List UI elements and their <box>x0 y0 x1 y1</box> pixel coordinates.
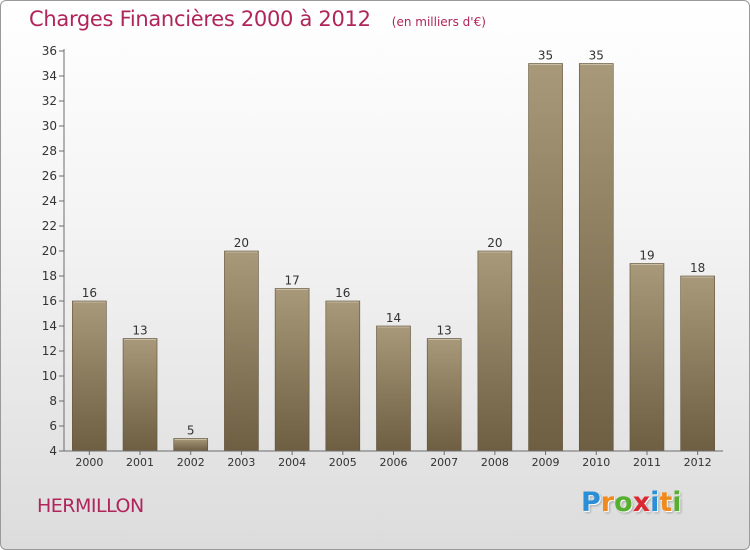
y-tick-label: 28 <box>42 144 57 158</box>
bar-2005[interactable] <box>325 300 361 452</box>
bar-2011[interactable] <box>629 263 665 452</box>
value-label: 19 <box>639 249 654 263</box>
x-tick-label: 2008 <box>481 456 509 469</box>
x-tick-label: 2004 <box>278 456 306 469</box>
value-label: 18 <box>690 261 705 275</box>
x-tick-label: 2011 <box>633 456 661 469</box>
bar-2003[interactable] <box>224 250 259 452</box>
y-tick-label: 32 <box>42 94 57 108</box>
bar-2002[interactable] <box>173 438 209 452</box>
value-label: 13 <box>437 324 452 338</box>
y-tick-label: 34 <box>42 69 57 83</box>
x-tick-label: 2002 <box>177 456 205 469</box>
y-tick-label: 14 <box>42 319 57 333</box>
logo-letter: P <box>581 487 601 518</box>
logo-letter: x <box>632 487 651 518</box>
x-tick-label: 2007 <box>430 456 458 469</box>
y-tick-label: 10 <box>42 369 57 383</box>
x-tick-label: 2003 <box>227 456 255 469</box>
chart-subtitle: (en milliers d'€) <box>391 15 486 29</box>
value-label: 35 <box>538 49 553 63</box>
bars: 16 13 5 20 17 16 14 13 20 35 35 19 18 <box>72 49 715 452</box>
y-tick-label: 26 <box>42 169 57 183</box>
x-tick-label: 2000 <box>75 456 103 469</box>
y-tick-label: 24 <box>42 194 57 208</box>
value-label: 17 <box>284 274 299 288</box>
chart-title: Charges Financières 2000 à 2012 <box>29 7 371 31</box>
y-tick-label: 12 <box>42 344 57 358</box>
logo-letter: t <box>659 487 673 518</box>
y-tick-label: 4 <box>49 444 57 458</box>
bar-2012[interactable] <box>680 275 715 452</box>
logo-letter: r <box>600 487 615 518</box>
bar-2009[interactable] <box>528 63 563 452</box>
y-tick-label: 30 <box>42 119 57 133</box>
title-line: Charges Financières 2000 à 2012 (en mill… <box>29 7 486 31</box>
bar-2001[interactable] <box>122 338 158 452</box>
value-label: 20 <box>487 236 502 250</box>
value-label: 14 <box>386 311 401 325</box>
bar-2000[interactable] <box>72 300 107 452</box>
y-tick-label: 16 <box>42 294 57 308</box>
value-label: 16 <box>82 286 97 300</box>
value-label: 16 <box>335 286 350 300</box>
bar-2010[interactable] <box>578 63 614 452</box>
y-axis: 4 6 8 10 12 14 16 18 20 22 24 26 28 30 32 34 36 <box>42 44 65 458</box>
bar-2004[interactable] <box>274 288 310 452</box>
x-tick-label: 2001 <box>126 456 154 469</box>
x-tick-label: 2009 <box>532 456 560 469</box>
value-label: 13 <box>132 324 147 338</box>
logo-letter: i <box>672 487 682 518</box>
logo-letter: o <box>614 487 633 518</box>
x-axis: 2000 2001 2002 2003 2004 2005 2006 2007 2008 2009… <box>64 450 723 469</box>
bar-2008[interactable] <box>477 250 513 452</box>
x-tick-label: 2012 <box>684 456 712 469</box>
commune-name: HERMILLON <box>37 495 144 517</box>
y-tick-label: 22 <box>42 219 57 233</box>
y-tick-label: 36 <box>42 44 57 58</box>
y-tick-label: 20 <box>42 244 57 258</box>
y-tick-label: 18 <box>42 269 57 283</box>
x-tick-label: 2005 <box>329 456 357 469</box>
bar-2006[interactable] <box>376 325 411 452</box>
bar-2007[interactable] <box>426 338 462 452</box>
value-label: 20 <box>234 236 249 250</box>
logo-letter: i <box>650 487 660 518</box>
value-label: 35 <box>589 49 604 63</box>
value-label: 5 <box>187 424 195 438</box>
x-tick-label: 2006 <box>380 456 408 469</box>
y-tick-label: 8 <box>49 394 57 408</box>
x-tick-label: 2010 <box>582 456 610 469</box>
proxiti-logo[interactable]: Proxiti <box>581 487 682 518</box>
y-tick-label: 6 <box>49 419 57 433</box>
